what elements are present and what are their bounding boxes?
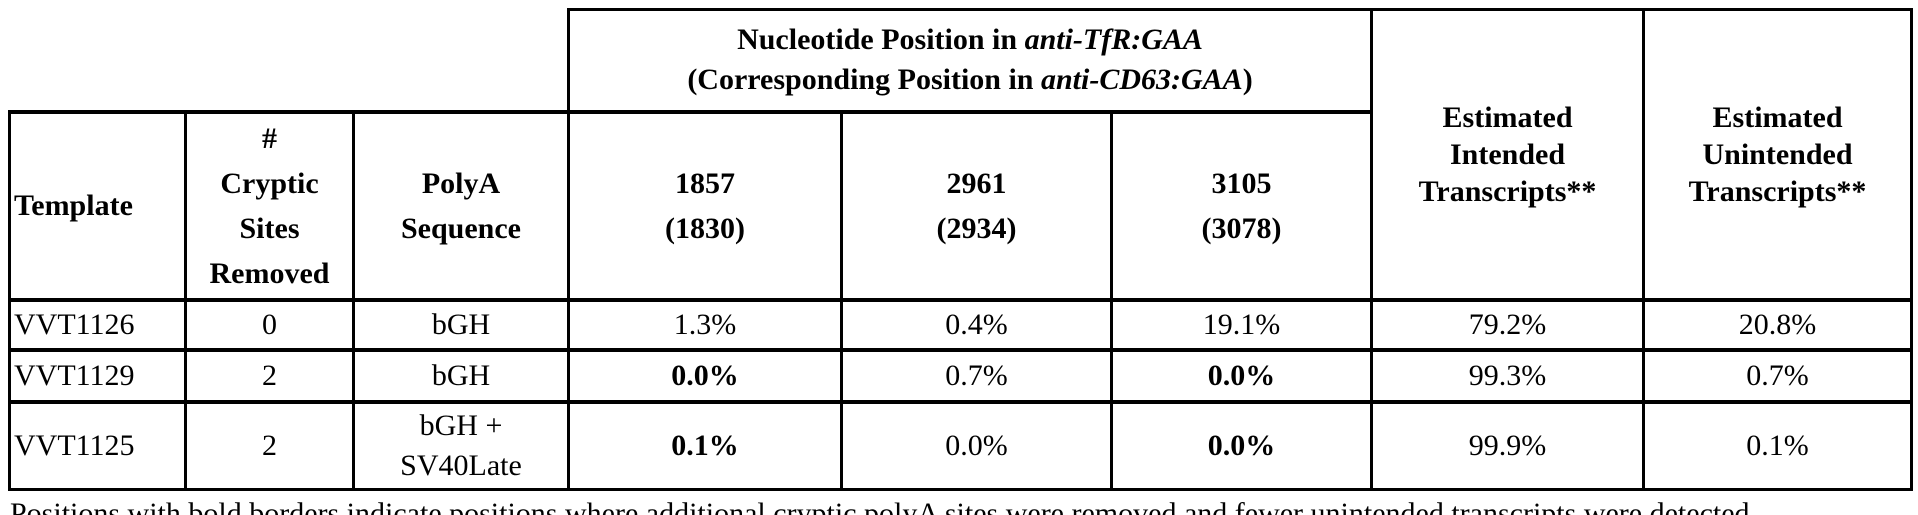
- span-header-line1-prefix: Nucleotide Position in: [737, 23, 1025, 57]
- unintended-header-line: Transcripts**: [1688, 174, 1867, 208]
- unintended-header-line: Unintended: [1702, 137, 1853, 171]
- cell-unintended: 0.1%: [1642, 399, 1914, 491]
- cryptic-header-line: #: [262, 121, 277, 155]
- cell-intended: 99.3%: [1370, 347, 1646, 403]
- span-header-line2-prefix: (Corresponding Position in: [687, 63, 1041, 97]
- cell-pos-3105: 19.1%: [1109, 297, 1374, 351]
- cell-template: VVT1129: [8, 347, 187, 403]
- cell-template: VVT1125: [8, 399, 187, 491]
- cell-cryptic-sites: 2: [184, 347, 355, 403]
- cell-template: VVT1126: [8, 297, 187, 351]
- cell-pos-2961: 0.0%: [840, 399, 1113, 491]
- intended-header-line: Intended: [1449, 137, 1566, 171]
- header-cell-position-2961: 2961 (2934): [840, 109, 1113, 301]
- cell-pos-3105: 0.0%: [1109, 347, 1374, 403]
- cell-cryptic-sites: 0: [184, 297, 355, 351]
- polya-line: bGH +: [419, 408, 503, 442]
- intended-header-line: Estimated: [1442, 100, 1573, 134]
- cell-polya: bGH: [352, 347, 570, 403]
- cryptic-header-line: Cryptic: [220, 166, 319, 200]
- top-left-empty-cell: [9, 9, 569, 112]
- cryptic-header-line: Sites: [239, 211, 300, 245]
- position-header-line: 2961: [946, 166, 1007, 200]
- intended-header-line: Transcripts**: [1418, 174, 1597, 208]
- polya-header-line: PolyA: [421, 166, 501, 200]
- cell-unintended: 20.8%: [1642, 297, 1914, 351]
- header-cell-position-3105: 3105 (3078): [1109, 109, 1374, 301]
- header-cell-cryptic-sites: # Cryptic Sites Removed: [184, 109, 355, 301]
- header-cell-position-1857: 1857 (1830): [567, 109, 843, 301]
- header-cell-polya-sequence: PolyA Sequence: [352, 109, 570, 301]
- cell-pos-2961: 0.7%: [840, 347, 1113, 403]
- header-cell-estimated-unintended: Estimated Unintended Transcripts**: [1642, 8, 1914, 301]
- position-header-line: 1857: [675, 166, 735, 200]
- position-header-line: (1830): [665, 211, 745, 245]
- cell-pos-3105: 0.0%: [1109, 399, 1374, 491]
- cell-intended: 99.9%: [1370, 399, 1646, 491]
- table-row-vvt1125: VVT1125 2 bGH + SV40Late 0.1% 0.0% 0.0% …: [8, 399, 1914, 491]
- cell-pos-1857: 0.1%: [567, 399, 843, 491]
- span-header-row: Nucleotide Position in anti-TfR:GAA (Cor…: [9, 8, 1914, 301]
- unintended-header-line: Estimated: [1712, 100, 1843, 134]
- span-header-line2-gene: anti-CD63:GAA: [1040, 63, 1243, 97]
- span-header-line2-suffix: ): [1242, 63, 1253, 97]
- table-row-vvt1126: VVT1126 0 bGH 1.3% 0.4% 19.1% 79.2% 20.8…: [8, 297, 1914, 351]
- span-header-line1-gene: anti-TfR:GAA: [1024, 23, 1203, 57]
- polya-header-line: Sequence: [401, 211, 521, 245]
- cell-polya: bGH + SV40Late: [352, 399, 570, 491]
- position-header-line: (2934): [936, 211, 1017, 245]
- span-header-line1: Nucleotide Position in anti-TfR:GAA: [572, 20, 1369, 60]
- cell-pos-1857: 0.0%: [567, 347, 843, 403]
- cell-unintended: 0.7%: [1642, 347, 1914, 403]
- cell-intended: 79.2%: [1370, 297, 1646, 351]
- table-footnote-clipped: Positions with bold borders indicate pos…: [10, 497, 1750, 515]
- cell-polya: bGH: [352, 297, 570, 351]
- position-header-line: 3105: [1211, 166, 1272, 200]
- cryptic-header-line: Removed: [209, 256, 330, 290]
- nucleotide-position-span-header: Nucleotide Position in anti-TfR:GAA (Cor…: [566, 8, 1374, 113]
- span-header-line2: (Corresponding Position in anti-CD63:GAA…: [572, 60, 1369, 100]
- table-row-vvt1129: VVT1129 2 bGH 0.0% 0.7% 0.0% 99.3% 0.7%: [8, 347, 1914, 403]
- column-header-row: Template # Cryptic Sites Removed PolyA S…: [8, 109, 1912, 301]
- polya-line: SV40Late: [400, 448, 522, 482]
- header-cell-template: Template: [8, 109, 187, 301]
- cell-pos-2961: 0.4%: [840, 297, 1113, 351]
- cell-pos-1857: 1.3%: [567, 297, 843, 351]
- header-cell-estimated-intended: Estimated Intended Transcripts**: [1370, 8, 1646, 301]
- transcript-table: Nucleotide Position in anti-TfR:GAA (Cor…: [8, 8, 1914, 491]
- position-header-line: (3078): [1201, 211, 1282, 245]
- cell-cryptic-sites: 2: [184, 399, 355, 491]
